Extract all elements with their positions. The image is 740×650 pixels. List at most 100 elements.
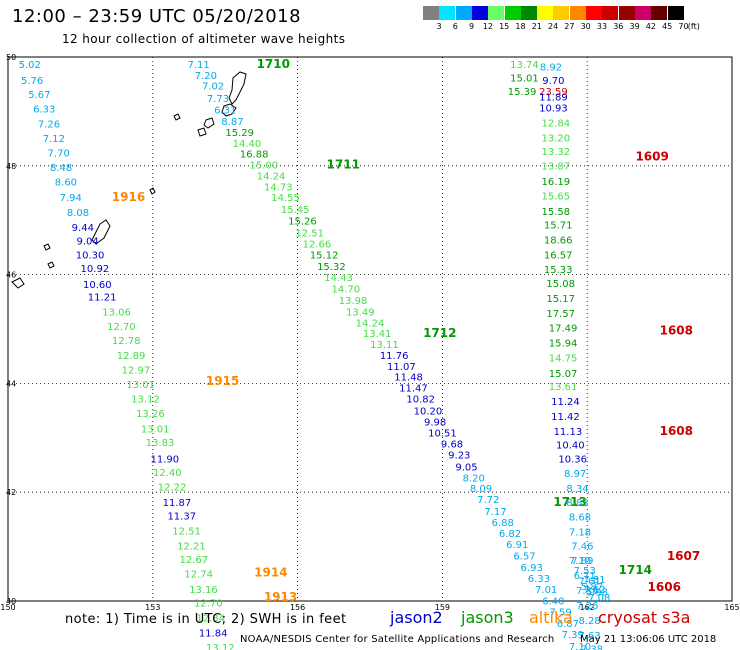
- swh-value: 7.59: [550, 608, 572, 619]
- swh-value: 13.98: [339, 296, 368, 307]
- satellite-name: altika: [529, 608, 573, 627]
- swh-value: 15.32: [317, 262, 346, 273]
- y-tick-label: 50: [6, 53, 16, 62]
- legend-swatch: [471, 6, 488, 20]
- swh-value: 15.58: [542, 207, 571, 218]
- swh-value: 17.57: [546, 309, 575, 320]
- swh-value: 13.49: [346, 307, 375, 318]
- legend-label: 70: [678, 22, 689, 31]
- swh-value: 13.12: [131, 394, 160, 405]
- swh-value: 12.67: [180, 555, 209, 566]
- legend-swatch: [618, 6, 635, 20]
- swh-value: 8.20: [463, 473, 485, 484]
- island-outline: [11, 277, 25, 289]
- swh-value: 7.18: [569, 528, 591, 539]
- swh-value: 15.45: [281, 205, 310, 216]
- legend-label: 27: [564, 22, 575, 31]
- pass-time-label: 1712: [423, 326, 456, 340]
- swh-value: 7.12: [43, 134, 65, 145]
- swh-value: 15.01: [510, 73, 539, 84]
- island-outline: [43, 243, 51, 251]
- swh-value: 10.82: [406, 394, 435, 405]
- island-outline: [228, 71, 247, 105]
- swh-value: 11.90: [151, 454, 180, 465]
- legend-label: 45: [662, 22, 673, 31]
- island-outline: [197, 127, 207, 137]
- swh-value: 15.26: [288, 217, 317, 228]
- satellite-name: cryosat s3a: [598, 608, 691, 627]
- swh-value: 7.94: [60, 193, 82, 204]
- swh-value: 7.46: [571, 541, 593, 552]
- swh-value: 11.87: [163, 498, 192, 509]
- swh-value: 7.10: [569, 642, 591, 650]
- pass-time-label: 1915: [206, 374, 239, 388]
- footnote: note: 1) Time is in UTC; 2) SWH is in fe…: [65, 612, 347, 627]
- legend-label: 24: [548, 22, 559, 31]
- swh-value: 13.06: [102, 307, 131, 318]
- legend-swatch: [504, 6, 521, 20]
- x-tick-label: 159: [435, 603, 450, 612]
- satellite-name: jason3: [461, 608, 514, 627]
- timestamp: May 21 13:06:06 UTC 2018: [580, 634, 717, 645]
- swh-value: 11.37: [167, 511, 196, 522]
- swh-value: 10.30: [76, 250, 105, 261]
- y-tick-label: 44: [6, 379, 16, 388]
- legend-swatch: [488, 6, 505, 20]
- swh-value: 15.00: [249, 161, 278, 172]
- credit-line: NOAA/NESDIS Center for Satellite Applica…: [240, 634, 555, 645]
- swh-value: 14.73: [264, 182, 293, 193]
- legend-swatch: [667, 6, 684, 20]
- x-tick-label: 162: [580, 603, 595, 612]
- swh-value: 7.63: [578, 631, 600, 642]
- swh-value: 11.07: [387, 362, 416, 373]
- swh-value: 12.89: [117, 351, 146, 362]
- swh-value: 13.01: [141, 424, 170, 435]
- swh-value: 14.43: [324, 273, 353, 284]
- swh-value: 7.70: [48, 149, 70, 160]
- swh-value: 5.76: [21, 76, 43, 87]
- pass-time-label: 1608: [660, 323, 693, 337]
- swh-value: 9.23: [448, 450, 470, 461]
- swh-value: 13.74: [510, 60, 539, 71]
- pass-time-label: 1607: [667, 549, 700, 563]
- y-tick-label: 46: [6, 271, 16, 280]
- swh-value: 11.48: [394, 373, 423, 384]
- swh-value: 13.41: [363, 329, 392, 340]
- swh-value: 6.87: [557, 619, 579, 630]
- swh-value: 13.16: [189, 585, 218, 596]
- swh-value: 11.76: [380, 351, 409, 362]
- swh-value: 13.83: [146, 438, 175, 449]
- pass-time-label: 1914: [254, 566, 287, 580]
- swh-value: 8.83: [566, 498, 588, 509]
- swh-value: 7.01: [535, 585, 557, 596]
- swh-value: 10.36: [558, 454, 587, 465]
- legend-label: 18: [515, 22, 526, 31]
- swh-value: 15.39: [508, 87, 537, 98]
- swh-value: 12.34: [196, 614, 225, 625]
- swh-value: 14.55: [271, 193, 300, 204]
- swh-value: 9.04: [77, 237, 99, 248]
- satellite-name: jason2: [390, 608, 443, 627]
- pass-time-label: 1606: [648, 580, 681, 594]
- legend-swatch: [423, 6, 439, 20]
- swh-value: 7.53: [574, 566, 596, 577]
- swh-value: 7.20: [195, 71, 217, 82]
- swh-value: 18.66: [544, 236, 573, 247]
- x-tick-label: 156: [290, 603, 305, 612]
- swh-value: 14.40: [233, 139, 262, 150]
- swh-value: 7.61: [578, 577, 600, 588]
- swh-value: 9.70: [542, 76, 564, 87]
- swh-value: 11.47: [399, 384, 428, 395]
- swh-value: 13.32: [542, 147, 571, 158]
- swh-value: 15.17: [546, 294, 575, 305]
- swh-value: 13.87: [542, 162, 571, 173]
- swh-value: 12.84: [542, 119, 571, 130]
- swh-value: 12.51: [172, 527, 201, 538]
- island-outline: [203, 117, 215, 129]
- legend-unit: (ft): [687, 22, 700, 31]
- swh-value: 15.08: [546, 279, 575, 290]
- swh-value: 8.34: [566, 484, 588, 495]
- swh-value: 10.60: [83, 280, 112, 291]
- legend-swatch: [537, 6, 554, 20]
